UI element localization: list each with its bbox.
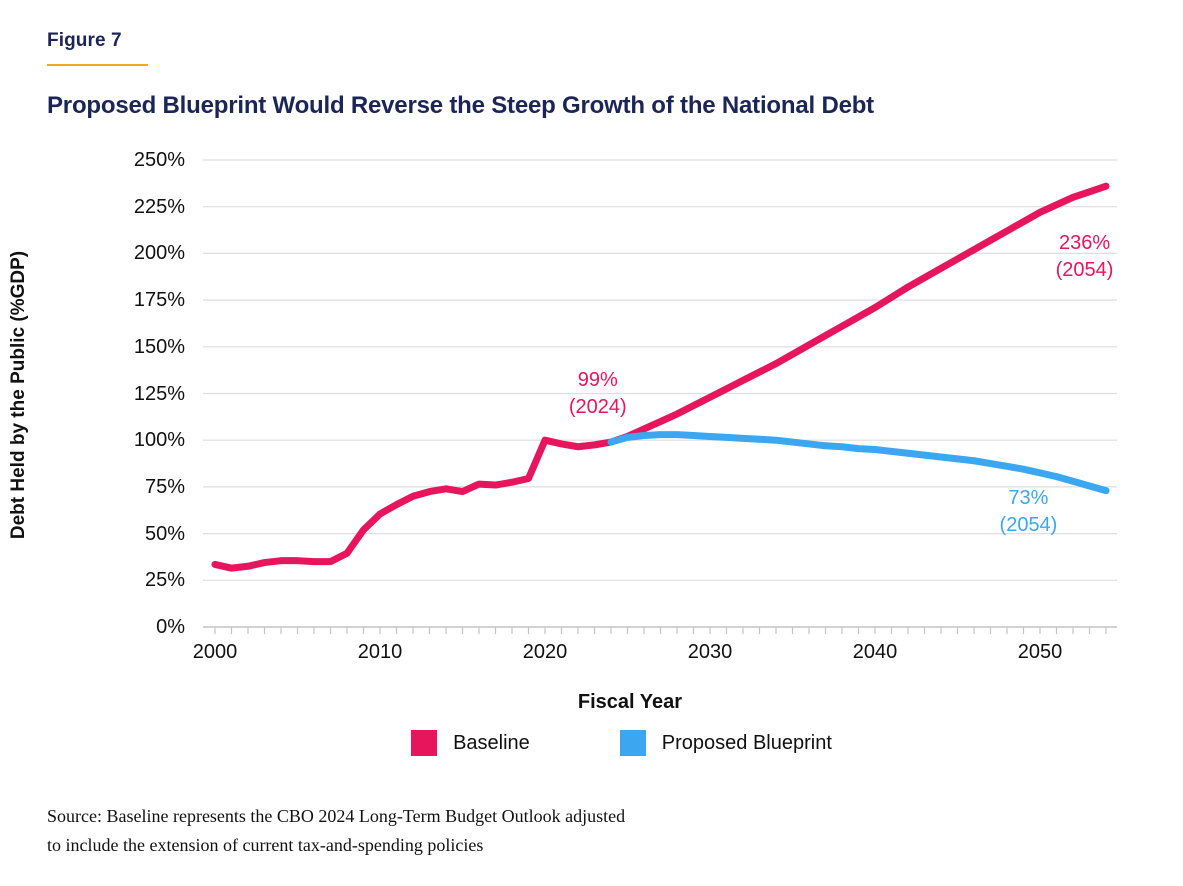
baseline-line <box>211 182 1110 572</box>
plot-area: 0% 25% 50% 75% 100% 125% 150% 175% 200% 225% 250% 2… <box>134 149 1117 663</box>
source-line-1: Source: Baseline represents the CBO 2024… <box>47 806 626 826</box>
x-tick-label: 2050 <box>1017 641 1063 663</box>
x-tick-label: 2020 <box>522 641 568 663</box>
x-axis-title: Fiscal Year <box>577 691 683 713</box>
line-annotation-73pct: 73% (2054) <box>999 487 1058 537</box>
baseline-swatch-icon <box>411 730 438 756</box>
y-tick-label: 150% <box>133 335 185 358</box>
chart-canvas <box>203 159 1117 634</box>
y-tick-label: 50% <box>144 522 185 545</box>
x-tick-label: 2040 <box>852 641 898 663</box>
y-tick-label: 0% <box>156 616 185 638</box>
y-tick-label: 250% <box>133 149 185 171</box>
y-tick-label: 225% <box>133 195 185 218</box>
y-tick-label: 25% <box>144 569 185 592</box>
x-tick-label: 2030 <box>687 641 733 663</box>
line-annotation-236pct: 236% (2054) <box>1055 232 1114 282</box>
y-tick-label: 125% <box>133 382 185 405</box>
proposed-blueprint-swatch-icon <box>619 730 646 756</box>
legend-label-proposed-blueprint: Proposed Blueprint <box>661 731 832 754</box>
y-tick-label: 175% <box>133 289 185 312</box>
line-annotation-99pct: 99% (2024) <box>568 368 627 418</box>
legend-label-baseline: Baseline <box>453 731 530 754</box>
source-line-2: to include the extension of current tax-… <box>47 835 484 855</box>
x-tick-label: 2010 <box>357 641 403 663</box>
legend: Baseline Proposed Blueprint <box>0 730 1183 756</box>
source-note: Source: Baseline represents the CBO 2024… <box>47 802 625 860</box>
figure-label: Figure 7 <box>47 30 122 51</box>
proposed-blueprint-line <box>607 431 1110 495</box>
y-tick-label: 100% <box>133 429 185 452</box>
figure-underline-rule <box>47 64 148 66</box>
y-tick-label: 75% <box>144 475 185 498</box>
x-tick-label: 2000 <box>192 641 238 663</box>
legend-item-proposed-blueprint: Proposed Blueprint <box>619 730 832 756</box>
y-tick-label: 200% <box>133 242 185 265</box>
page-title: Proposed Blueprint Would Reverse the Ste… <box>47 92 874 119</box>
legend-item-baseline: Baseline <box>411 730 530 756</box>
